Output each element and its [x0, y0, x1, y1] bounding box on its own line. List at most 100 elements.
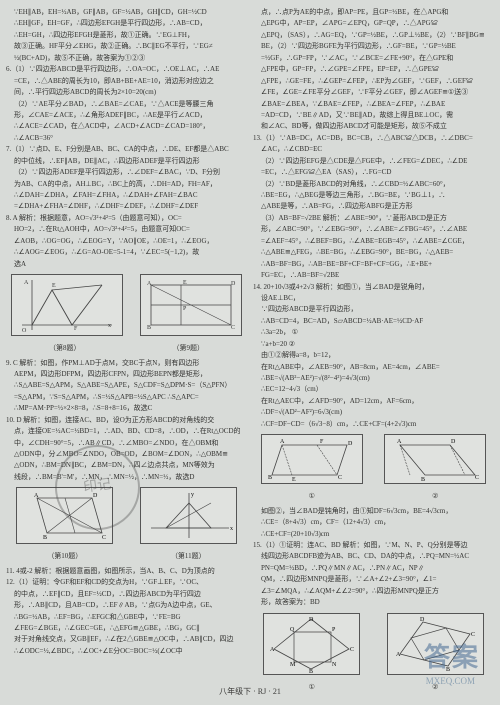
text-line: =EC，∴△EFG≌△EA（SAS），∴FG=CD — [253, 168, 494, 177]
q13-head: 13.（1）∵AB=DC，AC=DB，BC=CB，∴△ABC≌△DCB，∴∠DB… — [253, 134, 494, 143]
text-line: 线段，∴BM=B'=M'，∴MN，∴MN=½，∴MN=½，故选D — [6, 473, 247, 482]
figure-10: A D B C — [16, 487, 113, 544]
text-line: =∠AEF=45°，∴∠BEF=BG，∴∠ABE=EGB=45°，∴∠ABE=∠… — [253, 237, 494, 246]
q15-head: 15.（1）①证明：连AC、BD 解析：如图，∵M、N、P、Q分别是等边 — [253, 541, 494, 550]
text-line: ∴CE=（8+4√3）cm，CF=（12+4√3）cm， — [253, 518, 494, 527]
text-line: 中，∠CDH=90°=5，∴AB∥CD，∴∠MBO=∠NDO，在△OBM和 — [6, 439, 247, 448]
figure-captions-4: ① ② — [253, 683, 494, 692]
svg-text:F: F — [74, 326, 78, 332]
text-line: △ABE是等，∴AB=FG，∴四边形ABFG是正方形 — [253, 202, 494, 211]
q8-head: 8. A 解析：根据题意，AO=√3²+4²=5（由题意可知），OC= — [6, 214, 247, 223]
text-line: ∴BE=√(AB²−AE²)=√(8²−4²)=4√3(cm) — [253, 374, 494, 383]
q9-head: 9. C 解析：如图，作PM⊥AD于点M，交BC于点N，则有四边形 — [6, 359, 247, 368]
svg-text:y: y — [191, 492, 194, 498]
text-line: （2）∵AE平分∠BAD，∴∠BAE=∠CAE，∵△ACE是等腰三角 — [6, 100, 247, 109]
svg-text:B: B — [147, 325, 151, 331]
svg-text:B: B — [43, 535, 47, 541]
figure-9: A D B C E P — [140, 274, 242, 336]
text-line: 在Rt△ABE中，∠AEB=90°，AB=8cm，AE=4cm，∠ABE= — [253, 363, 494, 372]
text-line: 的中位线，∴EF∥AB，DE∥AC，∴四边形ADEF是平行四边形 — [6, 157, 247, 166]
text-line: ∴∠ACB=36° — [6, 134, 247, 143]
text-line: ∴3a=2b， ① — [253, 328, 494, 337]
svg-text:D: D — [348, 441, 353, 447]
svg-text:A: A — [280, 439, 285, 445]
text-line: ∴BE=EG，∴△BEG是等边三角形，∴BG=BE，∵BG⊥1，∴ — [253, 191, 494, 200]
text-line: ½(BC+AD)，故⑤不正确，故答案为①②③ — [6, 54, 247, 63]
figure-captions-2: （第10题） （第11题） — [6, 552, 247, 561]
svg-text:D: D — [231, 281, 236, 287]
text-line: 的中点，∴EF∥CD，且EF=½CD，∴四边形ABCD为平行四边 — [6, 590, 247, 599]
text-line: 选A — [6, 260, 247, 269]
svg-text:E: E — [52, 283, 56, 289]
text-line: △EPQ，（SAS），∴AG=EQ，∵GP=½BE，∴GP⊥½BE，（2）∵BF… — [253, 31, 494, 40]
text-line: 在Rt△AEC中，∠AFD=90°，AD=12cm，AF=6cm， — [253, 397, 494, 406]
fig2-caption: （第9题） — [173, 344, 205, 353]
text-line: =AD=CD，∵BE∥AD，又∵BE∥AD，故综上得且BE⊥OC，需 — [253, 111, 494, 120]
text-line: =CE，∴△ABE的周长为10，即AB+BE+AE=10，消边形对应边之 — [6, 77, 247, 86]
right-column: 点，∴点P为AE的中点，即AP=PE，且GP=½BE，在△APG和 △EPG中，… — [253, 8, 494, 681]
svg-text:D: D — [420, 617, 425, 623]
figure-14a: A D B C E F — [261, 434, 363, 484]
q11-head: 11. 4或-2 解析：根据题意画图，如图所示，当A、B、C、D为顶点的 — [6, 567, 247, 576]
figure-15b: D C A B — [387, 613, 484, 675]
fig3-caption: （第10题） — [47, 552, 82, 561]
figure-row-1: A x O F E A D B C E P — [6, 274, 247, 336]
text-line: 故③正确。HF平分∠EHG，故②正确。∴BC∥EG不平行，∵EG≠ — [6, 42, 247, 51]
text-line: ∴S△ABE=S△APM，S△ABE=S△APE，S△CDF=S△DPM·S=（… — [6, 381, 247, 390]
figure-11: x y — [140, 487, 237, 544]
text-line: △EPG中，AP=EP，∠APG=∠EPQ，GP=QP，∴△APG≌ — [253, 19, 494, 28]
svg-text:B: B — [268, 475, 272, 481]
text-line: 形，∠ABC=90°，∵∠EBG=90°，∴∠ABE=∠FBG=45°，∴∠AB… — [253, 225, 494, 234]
text-line: ∠3=∠MQA，∴∠AQM+∠∠2=90°，∴四边形MNPQ是正方 — [253, 587, 494, 596]
q12-head: 12.（1）证明：令GF和EF和CD的交点为H，∵GF⊥EF，∵OC、 — [6, 578, 247, 587]
page-columns: ∵EH∥AB，EH=½AB，GF∥AB，GF=½AB，GH∥CD，GH=½CD … — [0, 0, 500, 685]
figure-row-3: A D B C E F A D B C — [253, 434, 494, 484]
text-line: 点，∴点P为AE的中点，即AP=PE，且GP=½BE，在△APG和 — [253, 8, 494, 17]
text-line: ∴△ABE≌△FEG，∴BE=BG，∴∠EBG=90°，BE=BG，∴△AEB= — [253, 248, 494, 257]
svg-text:P: P — [332, 627, 336, 633]
text-line: △ODN中，分∠MBO=∠NDO，OB=OD，∠BOM=∠DON，∴△OBM≌ — [6, 450, 247, 459]
svg-text:N: N — [332, 662, 337, 668]
q14-head: 14. 20+10√3或4+2√3 解析：如图①，当∠BAD是锐角时， — [253, 283, 494, 292]
text-line: ∠AC，∴∠CBD=EC — [253, 145, 494, 154]
svg-text:D: D — [93, 493, 98, 499]
svg-text:B: B — [309, 669, 313, 674]
figure-14b: A D B C — [384, 434, 486, 484]
text-line: 点，连接OE=½AC=½BD=1，∴AD、BD、CD=8，∴OD，∴在Rt△OC… — [6, 427, 247, 436]
text-line: AEPM，四边形DFPM，四边形CFPN，四边形BEPN都是矩形， — [6, 370, 247, 379]
svg-text:P: P — [183, 306, 187, 312]
text-line: BE，（2）∵四边形BGFE为平行四边形，∴GF=BE，∵GP=½BE — [253, 42, 494, 51]
figure-8: A x O F E — [11, 274, 123, 336]
svg-text:C: C — [475, 475, 479, 481]
svg-text:C: C — [231, 325, 235, 331]
fig5-caption: ① — [309, 492, 315, 501]
text-line: △ODN，∴BM=DN∥BC，∠BM=DN，∴四∠边点共点，MN等效为 — [6, 461, 247, 470]
text-line: 如图②，当∠BAD是钝角时，由①知DF=6√3cm，BE=4√3cm， — [253, 507, 494, 516]
svg-text:F: F — [320, 439, 324, 445]
text-line: 设AE⊥BC， — [253, 294, 494, 303]
svg-text:C: C — [102, 535, 106, 541]
text-line: 对于对角线交点，又GB∥EF，∴∠在2△GBE≌△OC中，∴AB∥CD，四边 — [6, 635, 247, 644]
text-line: （2）∵四边形ADEF是平行四边形，∴∠DEF=∠BAC，∵D、F分别 — [6, 168, 247, 177]
text-line: 形，故答案为：BD — [253, 598, 494, 607]
text-line: HO=2，∴在Rt△AOH中，AO=√3²+4²=5，由题意可知OC= — [6, 225, 247, 234]
figure-row-2: A D B C x y — [6, 487, 247, 544]
text-line: ∴∠ODC=½,∠BDC，∴∠OC+∠E分OC=BOC=½(∠OC中 — [6, 647, 247, 656]
text-line: ∵EH∥AB，EH=½AB，GF∥AB，GF=½AB，GH∥CD，GH=½CD — [6, 8, 247, 17]
fig8-caption: ② — [432, 683, 438, 692]
text-line: （3）AB=BF=√2BE 解析：∠ABE=90°，∵菱形ABCD是正方 — [253, 214, 494, 223]
text-line: ∠BAE=∠BEA，∵∠BAE=∠FEP，∴∠BEA=∠FEP，∴∠BAE — [253, 100, 494, 109]
text-line: ∴∠DAH=∠DHA，∠FAH=∠FHA，∴∠DAH+∠FAH=∠BAC — [6, 191, 247, 200]
text-line: ∴EH=GH，∴四边形EFGH是菱形，故①正确。∵EG⊥FH， — [6, 31, 247, 40]
fig1-caption: （第8题） — [49, 344, 81, 353]
text-line: PN=QM=½BD，∴PQ∥MN∥AC，∴PN∥AC，NP∥ — [253, 564, 494, 573]
text-line: △FPE中，GP=FP，∴∠GPE=∠FPE，EP=EP，∴△GPE≌ — [253, 65, 494, 74]
text-line: 由①②解得a=8，b=12， — [253, 351, 494, 360]
figure-row-4: D C A B Q P M N D C A B — [253, 613, 494, 675]
svg-text:A: A — [34, 493, 39, 499]
text-line: ∠AOB，∴OG=OG，∴∠EOG=Y，∵AO∥OE，∴OE=1，∴∠EOG， — [6, 237, 247, 246]
text-line: QM，∴四边形MNPQ是菱形，∵∠A+∠2+∠3=90°，∠1= — [253, 575, 494, 584]
text-line: =∠DHA+∠FHA=∠DHF，∴∠DHF=∠DEF，∴∠DHF=∠DEF — [6, 202, 247, 211]
text-line: ∴CF=DF−CD=（6√3−8）cm，∴CE+CF=(4+2√3)cm — [253, 420, 494, 429]
text-line: ∵四边形ABCD是平行四边形， — [253, 305, 494, 314]
